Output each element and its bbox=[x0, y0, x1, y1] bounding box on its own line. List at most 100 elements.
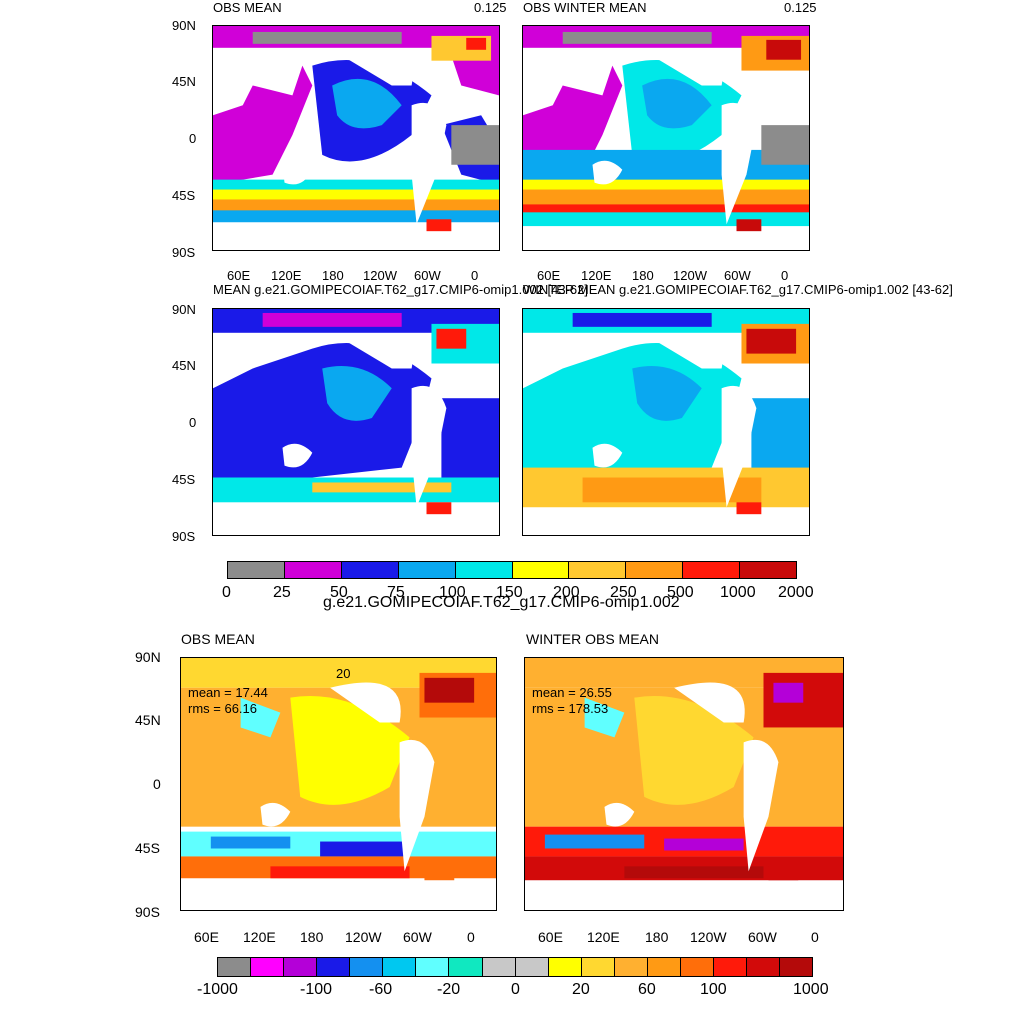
panel-a-title: OBS MEAN bbox=[213, 0, 282, 15]
top-colorbar-cell-5 bbox=[512, 562, 570, 578]
lon-label-e-4: 60W bbox=[403, 929, 432, 945]
lon-label-f-0: 60E bbox=[538, 929, 563, 945]
bottom-colorbar-cell-8 bbox=[482, 958, 516, 976]
lat-label-bottom-1: 45N bbox=[135, 712, 161, 728]
top-colorbar-label-10: 2000 bbox=[778, 584, 814, 601]
lat-label-top-a-0: 90N bbox=[172, 18, 196, 33]
lat-label-top-a-4: 90S bbox=[172, 245, 196, 260]
top-colorbar bbox=[227, 561, 797, 579]
bottom-colorbar-cell-13 bbox=[647, 958, 681, 976]
bottom-colorbar-cell-5 bbox=[383, 958, 417, 976]
bottom-colorbar-cell-2 bbox=[284, 958, 318, 976]
panel-d-map-graphic bbox=[523, 309, 809, 535]
lon-label-b-2: 180 bbox=[632, 268, 654, 283]
top-colorbar-label-1: 25 bbox=[273, 584, 291, 601]
lon-label-e-0: 60E bbox=[194, 929, 219, 945]
panel-f-map bbox=[524, 657, 844, 911]
lon-label-f-3: 120W bbox=[690, 929, 727, 945]
lon-label-f-4: 60W bbox=[748, 929, 777, 945]
top-colorbar-cell-6 bbox=[569, 562, 627, 578]
panel-b-map-graphic bbox=[523, 26, 809, 250]
panel-f-rms: rms = 178.53 bbox=[532, 701, 609, 716]
bottom-colorbar-cell-11 bbox=[581, 958, 615, 976]
bottom-colorbar-cell-9 bbox=[515, 958, 549, 976]
lat-label-top-a-2: 0 bbox=[189, 131, 197, 146]
lon-label-e-2: 180 bbox=[300, 929, 324, 945]
lat-label-top-c-4: 90S bbox=[172, 529, 196, 544]
top-colorbar-cell-4 bbox=[455, 562, 513, 578]
panel-f-map-graphic bbox=[525, 658, 843, 910]
top-colorbar-label-3: 75 bbox=[387, 584, 405, 601]
bottom-colorbar-cell-16 bbox=[747, 958, 781, 976]
bottom-colorbar-cell-7 bbox=[449, 958, 483, 976]
top-colorbar-subtitle: g.e21.GOMIPECOIAF.T62_g17.CMIP6-omip1.00… bbox=[323, 594, 680, 611]
lat-label-top-a-1: 45N bbox=[172, 74, 196, 89]
bottom-colorbar-cell-12 bbox=[614, 958, 648, 976]
lon-label-b-1: 120E bbox=[581, 268, 612, 283]
lat-label-top-c-3: 45S bbox=[172, 472, 196, 487]
bottom-colorbar-label-6: 60 bbox=[638, 981, 656, 998]
panel-e-contour-label: 20 bbox=[336, 666, 351, 681]
bottom-colorbar-cell-0 bbox=[218, 958, 252, 976]
lat-label-bottom-2: 0 bbox=[153, 776, 161, 792]
lon-label-f-1: 120E bbox=[587, 929, 620, 945]
top-colorbar-cell-9 bbox=[740, 562, 797, 578]
lon-label-a-0: 60E bbox=[227, 268, 251, 283]
top-colorbar-cell-1 bbox=[284, 562, 342, 578]
panel-f-mean: mean = 26.55 bbox=[532, 685, 612, 700]
lon-label-b-5: 0 bbox=[781, 268, 789, 283]
lon-label-a-1: 120E bbox=[271, 268, 302, 283]
panel-b-title: OBS WINTER MEAN bbox=[523, 0, 647, 15]
panel-c-map bbox=[212, 308, 500, 536]
top-colorbar-label-5: 150 bbox=[496, 584, 523, 601]
panel-a-map bbox=[212, 25, 500, 251]
bottom-colorbar-label-3: -20 bbox=[437, 981, 461, 998]
bottom-colorbar-label-7: 100 bbox=[700, 981, 727, 998]
top-colorbar-label-8: 500 bbox=[667, 584, 694, 601]
lon-label-a-3: 120W bbox=[363, 268, 397, 283]
bottom-colorbar-label-1: -100 bbox=[300, 981, 333, 998]
lon-label-a-4: 60W bbox=[414, 268, 441, 283]
lon-label-a-5: 0 bbox=[471, 268, 479, 283]
panel-e-map bbox=[180, 657, 497, 911]
lon-label-e-3: 120W bbox=[345, 929, 382, 945]
lat-label-bottom-4: 90S bbox=[135, 904, 160, 920]
panel-b-corner-value: 0.125 bbox=[784, 0, 817, 15]
bottom-colorbar-cell-17 bbox=[780, 958, 813, 976]
lat-label-top-c-2: 0 bbox=[189, 415, 197, 430]
lat-label-bottom-0: 90N bbox=[135, 649, 161, 665]
top-colorbar-cell-2 bbox=[341, 562, 399, 578]
panel-d-map bbox=[522, 308, 810, 536]
panel-c-map-graphic bbox=[213, 309, 499, 535]
panel-a-corner-value: 0.125 bbox=[474, 0, 507, 15]
lat-label-bottom-3: 45S bbox=[135, 840, 160, 856]
lon-label-f-5: 0 bbox=[811, 929, 819, 945]
panel-c-title: MEAN g.e21.GOMIPECOIAF.T62_g17.CMIP6-omi… bbox=[213, 282, 589, 297]
lat-label-top-c-0: 90N bbox=[172, 302, 196, 317]
panel-f-title: WINTER OBS MEAN bbox=[526, 631, 660, 647]
panel-b-map bbox=[522, 25, 810, 251]
lon-label-e-1: 120E bbox=[243, 929, 276, 945]
top-colorbar-label-6: 200 bbox=[553, 584, 580, 601]
bottom-colorbar-label-4: 0 bbox=[511, 981, 520, 998]
lon-label-f-2: 180 bbox=[645, 929, 669, 945]
lon-label-e-5: 0 bbox=[467, 929, 475, 945]
bottom-colorbar-label-0: -1000 bbox=[197, 981, 238, 998]
top-colorbar-label-7: 250 bbox=[610, 584, 637, 601]
top-colorbar-cell-0 bbox=[228, 562, 285, 578]
panel-e-map-graphic bbox=[181, 658, 496, 910]
top-colorbar-cell-7 bbox=[626, 562, 684, 578]
lon-label-a-2: 180 bbox=[322, 268, 344, 283]
panel-e-rms: rms = 66.16 bbox=[188, 701, 258, 716]
bottom-colorbar-label-2: -60 bbox=[369, 981, 393, 998]
top-colorbar-cell-3 bbox=[398, 562, 456, 578]
bottom-colorbar-cell-10 bbox=[548, 958, 582, 976]
lon-label-b-4: 60W bbox=[724, 268, 751, 283]
top-colorbar-cell-8 bbox=[683, 562, 741, 578]
top-colorbar-label-9: 1000 bbox=[720, 584, 756, 601]
panel-d-title: WINTER MEAN g.e21.GOMIPECOIAF.T62_g17.CM… bbox=[523, 282, 953, 297]
bottom-colorbar-cell-1 bbox=[251, 958, 285, 976]
bottom-colorbar bbox=[217, 957, 813, 977]
bottom-colorbar-cell-15 bbox=[713, 958, 747, 976]
